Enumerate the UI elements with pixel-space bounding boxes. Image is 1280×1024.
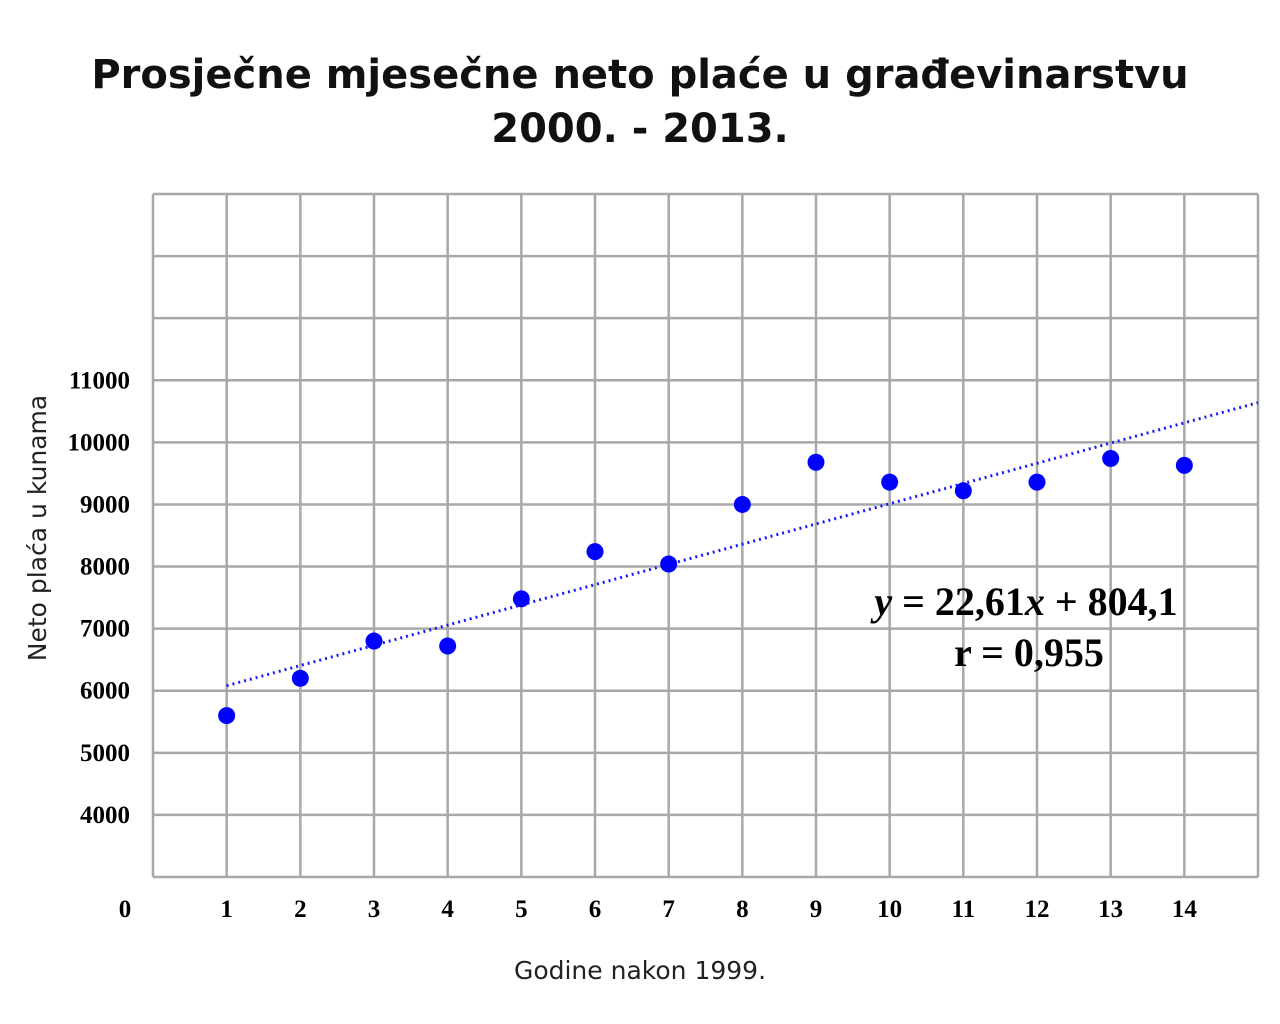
y-tick-labels: 4000 5000 6000 7000 8000 9000 10000 11000: [68, 367, 131, 829]
data-point: [807, 453, 825, 471]
x-tick-label: 13: [1098, 896, 1123, 923]
data-point: [1102, 450, 1120, 468]
y-tick-label: 8000: [80, 554, 130, 581]
data-points: [218, 450, 1193, 725]
data-point: [733, 495, 751, 513]
y-tick-label: 5000: [80, 740, 130, 767]
grid: [151, 192, 1260, 879]
x-tick-label: 5: [515, 896, 528, 923]
data-point: [512, 590, 530, 608]
plot-area: [153, 194, 1258, 877]
data-point: [439, 637, 457, 655]
data-point: [365, 632, 383, 650]
y-tick-label: 4000: [80, 802, 130, 829]
x-tick-label-origin: 0: [119, 896, 132, 923]
chart-title: Prosječne mjesečne neto plaće u građevin…: [91, 52, 1188, 98]
data-point: [291, 669, 309, 687]
trendline-group: [226, 401, 1259, 688]
equation-variable-x: x: [1024, 579, 1045, 624]
y-tick-label: 7000: [80, 616, 130, 643]
x-tick-label: 10: [877, 896, 902, 923]
x-tick-label: 11: [952, 896, 976, 923]
data-point: [954, 482, 972, 500]
data-point: [218, 707, 236, 725]
x-tick-label: 12: [1025, 896, 1050, 923]
data-point: [586, 543, 604, 561]
x-tick-label: 1: [220, 896, 233, 923]
x-tick-label: 14: [1172, 896, 1198, 923]
trendline: [226, 401, 1259, 688]
x-tick-label: 6: [589, 896, 602, 923]
x-axis-label: Godine nakon 1999.: [514, 956, 766, 985]
data-point: [660, 555, 678, 573]
x-tick-label: 8: [736, 896, 749, 923]
equation-coefficient: = 22,61: [892, 579, 1025, 624]
x-tick-label: 3: [368, 896, 381, 923]
y-tick-label: 9000: [80, 491, 130, 518]
x-tick-labels: 0 1 2 3 4 5 6 7 8 9 10 11 12 13 14: [119, 896, 1198, 923]
y-tick-label: 11000: [69, 367, 130, 394]
x-tick-label: 9: [810, 896, 823, 923]
data-point: [881, 473, 899, 491]
data-point: [1028, 473, 1046, 491]
x-tick-label: 4: [441, 896, 454, 923]
data-point: [1175, 456, 1193, 474]
y-axis-label: Neto plaća u kunama: [23, 395, 52, 661]
chart-subtitle: 2000. - 2013.: [491, 106, 789, 152]
x-tick-label: 2: [294, 896, 307, 923]
regression-equation: y = 22,61x + 804,1: [870, 579, 1177, 624]
correlation-coefficient: r = 0,955: [954, 630, 1104, 675]
equation-variable-y: y: [870, 579, 892, 624]
x-tick-label: 7: [662, 896, 675, 923]
y-tick-label: 6000: [80, 678, 130, 705]
equation-intercept: + 804,1: [1045, 579, 1178, 624]
y-tick-label: 10000: [68, 429, 131, 456]
